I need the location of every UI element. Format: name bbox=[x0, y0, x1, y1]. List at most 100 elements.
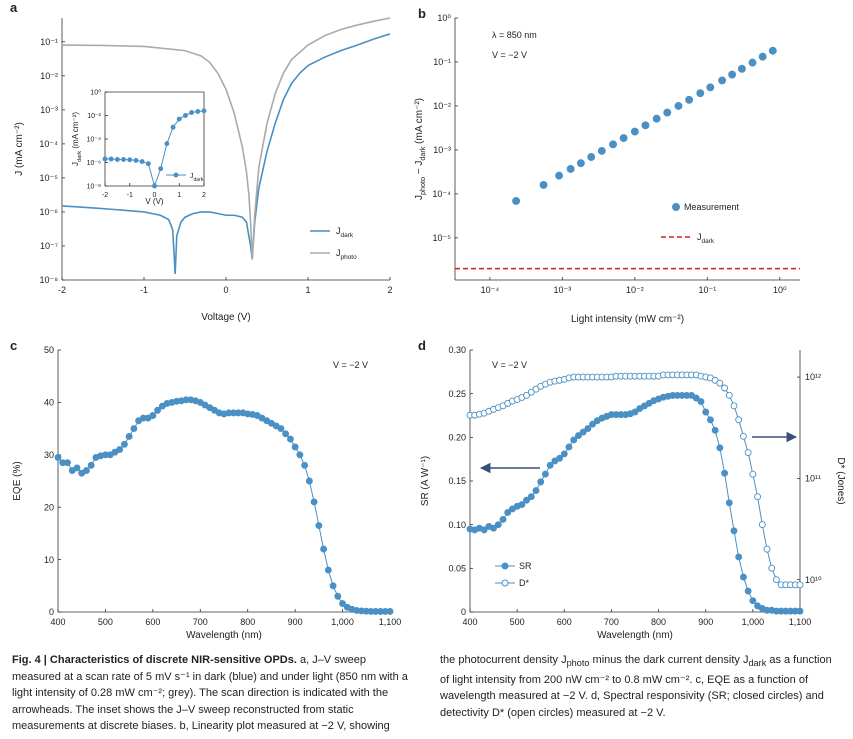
x-tick-label: 700 bbox=[604, 617, 619, 627]
legend-label-part: J bbox=[336, 226, 341, 236]
data-point bbox=[539, 180, 548, 189]
data-point bbox=[706, 83, 715, 92]
y-axis-label-part: J bbox=[71, 162, 80, 166]
x-tick-label: 400 bbox=[50, 617, 65, 627]
x-tick-label: 1,000 bbox=[742, 617, 765, 627]
data-point bbox=[566, 164, 575, 173]
data-point bbox=[718, 76, 727, 85]
y-axis-label: Jphoto − Jdark (mA cm⁻²) bbox=[414, 98, 427, 200]
x-tick-label: 2 bbox=[202, 192, 206, 199]
panel-label: a bbox=[10, 0, 18, 15]
data-point bbox=[518, 501, 526, 509]
x-axis-label: Voltage (V) bbox=[201, 312, 250, 323]
data-point bbox=[120, 440, 128, 448]
data-point bbox=[706, 416, 714, 424]
x-tick-label: 0 bbox=[153, 192, 157, 199]
data-point bbox=[721, 384, 729, 392]
caption-text: as a function of light intensity from 20… bbox=[440, 654, 832, 719]
y-tick-label: 10⁻⁴ bbox=[87, 136, 102, 143]
y-tick-label: 10⁻⁶ bbox=[40, 207, 59, 217]
data-point bbox=[749, 470, 757, 478]
data-point bbox=[546, 461, 554, 469]
data-point bbox=[324, 566, 332, 574]
data-point bbox=[737, 64, 746, 73]
data-point bbox=[532, 487, 540, 495]
data-point bbox=[556, 454, 564, 462]
data-point bbox=[641, 121, 650, 130]
x-tick-label: 800 bbox=[651, 617, 666, 627]
y-tick-label: 10⁻³ bbox=[40, 105, 58, 115]
y-tick-label: 0.05 bbox=[448, 563, 466, 573]
data-point bbox=[114, 157, 120, 162]
legend-label: Jdark bbox=[697, 232, 715, 245]
y-tick-label: 0.20 bbox=[448, 432, 466, 442]
x-tick-label: -1 bbox=[140, 285, 148, 295]
data-point bbox=[527, 493, 535, 501]
y2-tick-label: 10¹² bbox=[805, 372, 821, 382]
y-tick-label: 10⁻⁸ bbox=[39, 275, 58, 285]
y-tick-label: 20 bbox=[44, 502, 54, 512]
data-point bbox=[739, 573, 747, 581]
data-point bbox=[499, 515, 507, 523]
data-point bbox=[735, 416, 743, 424]
data-point bbox=[121, 157, 127, 162]
data-point bbox=[152, 183, 157, 189]
data-point bbox=[490, 524, 498, 532]
y-tick-label: 40 bbox=[44, 398, 54, 408]
data-point bbox=[145, 161, 151, 167]
data-point bbox=[125, 433, 133, 440]
data-point bbox=[286, 435, 294, 443]
data-point bbox=[565, 443, 573, 451]
y2-tick-label: 10¹¹ bbox=[805, 474, 821, 484]
data-point bbox=[721, 469, 729, 477]
caption-right: the photocurrent density Jphoto minus th… bbox=[440, 652, 842, 721]
data-point bbox=[195, 109, 201, 114]
data-point bbox=[133, 157, 139, 163]
legend-label: Jdark bbox=[190, 173, 204, 183]
data-point bbox=[329, 582, 337, 590]
x-tick-label: 500 bbox=[510, 617, 525, 627]
x-tick-label: -2 bbox=[102, 192, 108, 199]
x-tick-label: 10⁻⁴ bbox=[481, 285, 500, 295]
y-axis-label-part: − J bbox=[414, 161, 425, 177]
y-axis-label: J (mA cm⁻²) bbox=[14, 122, 25, 176]
legend-marker bbox=[173, 172, 179, 178]
data-point bbox=[609, 140, 617, 149]
x-tick-label: 1 bbox=[177, 192, 181, 199]
data-point bbox=[725, 499, 733, 507]
y-axis-label: SR (A W⁻¹) bbox=[420, 456, 431, 506]
data-point bbox=[555, 171, 564, 180]
y-axis-label-part: (mA cm⁻²) bbox=[414, 98, 425, 147]
x-tick-label: 900 bbox=[288, 617, 303, 627]
legend-label-part: dark bbox=[341, 232, 354, 239]
data-point bbox=[652, 114, 661, 123]
data-point bbox=[570, 436, 578, 444]
y-tick-label: 10⁻² bbox=[433, 101, 451, 111]
data-point bbox=[149, 412, 157, 419]
data-point bbox=[339, 600, 347, 608]
legend-label-part: dark bbox=[194, 177, 204, 183]
annotation: λ = 850 nm bbox=[492, 30, 537, 40]
data-point bbox=[189, 110, 195, 115]
legend-label: Measurement bbox=[684, 202, 740, 212]
series-line bbox=[470, 374, 800, 586]
y-tick-label: 10⁻² bbox=[40, 71, 58, 81]
data-point bbox=[102, 156, 108, 162]
y-tick-label: 50 bbox=[44, 345, 54, 355]
legend-label: D* bbox=[519, 578, 529, 588]
data-point bbox=[54, 453, 62, 461]
data-point bbox=[73, 464, 81, 472]
data-point bbox=[697, 398, 705, 405]
data-point bbox=[305, 477, 313, 485]
x-tick-label: 400 bbox=[462, 617, 477, 627]
data-point bbox=[579, 428, 587, 436]
data-point bbox=[291, 443, 299, 451]
y-tick-label: 10⁻⁸ bbox=[87, 183, 101, 190]
data-point bbox=[127, 157, 133, 163]
x-tick-label: 1,000 bbox=[331, 617, 354, 627]
x-tick-label: 600 bbox=[145, 617, 160, 627]
data-point bbox=[730, 527, 738, 535]
y-tick-label: 10⁻¹ bbox=[40, 37, 58, 47]
y2-tick-label: 10¹⁰ bbox=[805, 575, 822, 585]
data-point bbox=[758, 521, 766, 529]
